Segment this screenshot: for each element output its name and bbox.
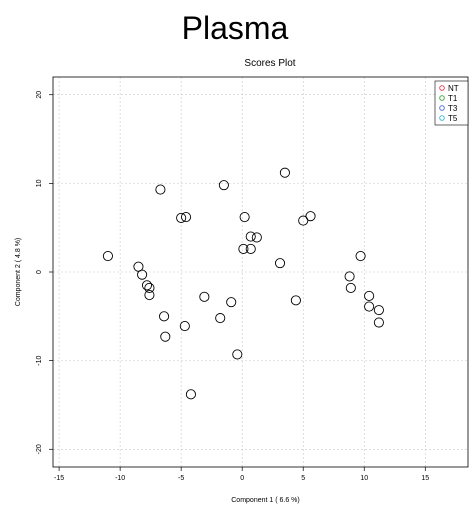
- data-point: [298, 215, 309, 226]
- data-point: [176, 212, 187, 223]
- x-tick-label: 5: [301, 475, 305, 482]
- grid-lines: [53, 77, 468, 467]
- legend-label: T3: [448, 104, 458, 113]
- data-point: [364, 290, 375, 301]
- data-point: [344, 271, 355, 282]
- data-point: [102, 250, 113, 262]
- data-point: [239, 211, 250, 223]
- data-point: [238, 243, 249, 255]
- y-axis-ticks: -20 -10 0 10 20: [36, 91, 53, 454]
- data-point: [305, 211, 316, 222]
- legend-marker: [439, 85, 445, 91]
- x-tick-label: -15: [54, 475, 64, 482]
- data-point: [279, 167, 290, 178]
- y-axis-label: Component 2 ( 4.8 %): [15, 238, 22, 306]
- x-tick-label: -5: [178, 475, 184, 482]
- x-axis-ticks: -15 -10 -5 0 5 10 15: [54, 467, 429, 482]
- legend-label: NT: [448, 84, 459, 93]
- data-point: [180, 211, 192, 223]
- data-point: [215, 313, 226, 324]
- data-point: [144, 289, 155, 301]
- data-point: [373, 317, 384, 328]
- data-point: [245, 231, 256, 242]
- data-point: [144, 282, 155, 294]
- data-point: [159, 311, 170, 322]
- data-point: [245, 243, 256, 255]
- data-point: [141, 280, 153, 291]
- data-point: [185, 389, 196, 400]
- legend-marker: [439, 95, 445, 101]
- data-point: [137, 269, 148, 280]
- data-point: [355, 250, 366, 262]
- data-point: [290, 295, 301, 306]
- legend-box: [434, 80, 469, 126]
- y-tick-label: 0: [36, 270, 43, 274]
- x-tick-label: 15: [421, 475, 429, 482]
- data-point: [274, 258, 286, 269]
- legend-label: T5: [448, 114, 458, 123]
- data-point: [345, 282, 356, 294]
- x-tick-label: 10: [360, 475, 368, 482]
- y-tick-label: -10: [36, 355, 43, 365]
- x-tick-label: -10: [115, 475, 125, 482]
- data-point: [232, 349, 243, 360]
- data-point: [218, 180, 229, 191]
- y-tick-label: 20: [36, 91, 43, 99]
- legend-marker: [439, 105, 445, 111]
- data-points: [102, 167, 384, 400]
- data-point: [160, 331, 171, 342]
- data-point: [251, 232, 262, 243]
- data-point: [155, 184, 166, 195]
- page-title: Plasma: [181, 10, 289, 46]
- legend-marker: [439, 115, 445, 121]
- x-axis-label: Component 1 ( 6.6 %): [231, 497, 299, 504]
- data-point: [199, 291, 210, 302]
- data-point: [373, 305, 384, 316]
- data-point: [226, 297, 237, 308]
- chart-title: Scores Plot: [244, 58, 296, 69]
- data-point: [364, 301, 375, 312]
- data-point: [179, 321, 190, 332]
- y-tick-label: 10: [36, 179, 43, 187]
- y-tick-label: -20: [36, 444, 43, 454]
- x-tick-label: 0: [240, 475, 244, 482]
- legend-label: T1: [448, 94, 458, 103]
